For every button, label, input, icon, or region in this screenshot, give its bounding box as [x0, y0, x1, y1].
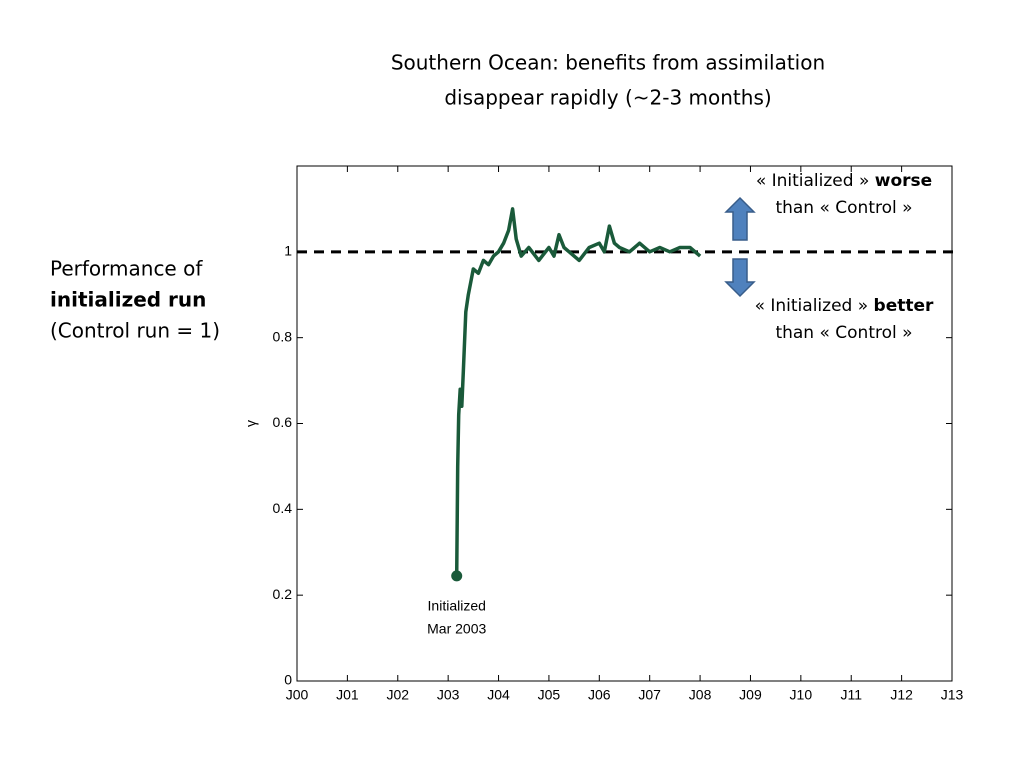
x-tick-label: J13: [941, 687, 964, 703]
x-tick-label: J01: [336, 687, 359, 703]
left-label: Performance of: [50, 257, 203, 281]
title-line: disappear rapidly (~2-3 months): [444, 86, 771, 110]
y-tick-label: 0.2: [273, 586, 293, 602]
y-tick-label: 1: [284, 243, 292, 259]
y-tick-label: 0: [284, 672, 292, 688]
title-line: Southern Ocean: benefits from assimilati…: [391, 51, 825, 75]
note-text: « Initialized »: [755, 296, 869, 316]
upper-note: than « Control »: [775, 198, 912, 218]
y-axis-label: γ: [243, 420, 259, 427]
y-tick-label: 0.8: [273, 328, 293, 344]
up-arrow: [724, 196, 756, 241]
upper-note: « Initialized » worse: [756, 171, 932, 191]
start-annotation: Initialized: [428, 598, 486, 614]
x-tick-label: J09: [739, 687, 762, 703]
x-tick-label: J02: [386, 687, 409, 703]
y-tick-label: 0.4: [273, 500, 293, 516]
x-tick-label: J03: [437, 687, 460, 703]
lower-note: « Initialized » better: [755, 296, 934, 316]
x-tick-label: J06: [588, 687, 611, 703]
x-tick-label: J00: [286, 687, 309, 703]
y-tick-label: 0.6: [273, 414, 293, 430]
x-tick-label: J07: [638, 687, 661, 703]
x-tick-label: J05: [538, 687, 561, 703]
x-tick-label: J12: [890, 687, 913, 703]
x-tick-label: J04: [487, 687, 510, 703]
note-bold: better: [874, 296, 934, 316]
x-tick-label: J11: [840, 687, 862, 703]
left-label: (Control run = 1): [50, 319, 220, 343]
note-bold: worse: [875, 171, 932, 191]
data-line: [454, 207, 702, 576]
x-tick-label: J08: [689, 687, 712, 703]
start-annotation: Mar 2003: [427, 621, 486, 637]
start-marker: [451, 570, 463, 582]
down-arrow: [724, 258, 756, 298]
lower-note: than « Control »: [775, 323, 912, 343]
note-text: « Initialized »: [756, 171, 870, 191]
plot-frame: [296, 165, 953, 682]
left-label: initialized run: [50, 288, 206, 312]
x-tick-label: J10: [790, 687, 813, 703]
